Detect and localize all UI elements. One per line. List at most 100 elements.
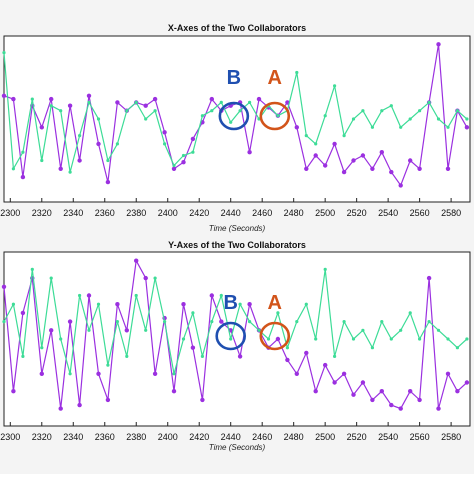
- data-point: [408, 158, 413, 163]
- data-point: [96, 371, 101, 376]
- x-tick-label: 2300: [0, 432, 20, 442]
- data-point: [171, 389, 177, 394]
- x-tick-label: 2340: [63, 432, 83, 442]
- data-point: [465, 117, 469, 121]
- data-point: [389, 169, 394, 175]
- x-tick-label: 2380: [126, 432, 146, 442]
- x-tick-label: 2320: [32, 208, 52, 218]
- data-point: [86, 293, 92, 298]
- data-point: [58, 406, 63, 411]
- data-point: [115, 142, 119, 146]
- data-point: [464, 125, 470, 130]
- data-point: [436, 42, 441, 47]
- data-point: [190, 136, 196, 142]
- data-point: [238, 109, 242, 113]
- data-point: [247, 150, 252, 155]
- x-axis-ticks: 2300 2320 2340 2360 2380 2400 2420 2440 2460 2480…: [0, 422, 461, 442]
- series-layer: [1, 258, 470, 411]
- data-point: [389, 402, 394, 408]
- x-tick-label: 2560: [410, 432, 430, 442]
- data-point: [21, 150, 25, 154]
- data-point: [200, 397, 205, 403]
- data-point: [210, 320, 214, 324]
- data-point: [68, 170, 72, 174]
- chart-x-axes: X-Axes of the Two Collaborators 2300 2320…: [0, 23, 471, 233]
- data-point: [304, 302, 308, 306]
- data-point: [455, 346, 459, 350]
- x-axis-label: Time (Seconds): [209, 224, 266, 233]
- data-point: [295, 320, 299, 324]
- data-point: [30, 267, 34, 271]
- data-point: [78, 293, 82, 298]
- data-point: [115, 100, 120, 105]
- plot-area: [3, 35, 471, 203]
- data-point: [275, 336, 281, 342]
- data-point: [219, 319, 224, 324]
- data-point: [163, 320, 167, 324]
- data-point: [219, 293, 223, 298]
- data-point: [285, 357, 290, 363]
- data-point: [96, 302, 101, 306]
- data-point: [11, 96, 16, 102]
- data-point: [248, 320, 252, 324]
- series-green: [2, 51, 469, 174]
- data-point: [256, 96, 262, 102]
- data-point: [370, 397, 375, 403]
- data-point: [417, 397, 422, 403]
- data-point: [181, 153, 186, 158]
- x-tick-label: 2400: [158, 208, 178, 218]
- data-point: [125, 109, 129, 113]
- data-point: [418, 337, 422, 341]
- data-point: [49, 104, 53, 108]
- data-point: [49, 276, 53, 280]
- data-point: [427, 100, 431, 104]
- x-tick-label: 2420: [189, 432, 209, 442]
- x-tick-label: 2420: [189, 208, 209, 218]
- data-point: [285, 346, 289, 350]
- data-point: [190, 345, 196, 350]
- data-point: [144, 328, 148, 332]
- series-layer: [1, 42, 470, 188]
- data-point: [21, 354, 25, 358]
- data-point: [115, 320, 119, 324]
- x-tick-label: 2560: [410, 208, 430, 218]
- data-point: [332, 141, 337, 147]
- data-point: [360, 153, 366, 158]
- data-point: [304, 134, 308, 138]
- data-point: [134, 258, 139, 263]
- annotation-label: A: [268, 67, 282, 89]
- data-point: [294, 371, 299, 376]
- data-point: [445, 371, 451, 376]
- data-point: [144, 117, 148, 121]
- data-point: [314, 337, 318, 341]
- data-point: [408, 389, 413, 394]
- data-point: [398, 183, 403, 188]
- data-point: [465, 337, 469, 341]
- x-axis-label: Time (Seconds): [209, 443, 266, 452]
- x-tick-label: 2440: [221, 432, 241, 442]
- data-point: [266, 337, 271, 341]
- data-point: [389, 104, 393, 108]
- data-point: [370, 125, 374, 129]
- data-point: [380, 320, 384, 324]
- series-line: [3, 269, 468, 374]
- data-point: [333, 354, 337, 358]
- data-point: [295, 70, 299, 75]
- data-point: [379, 150, 384, 155]
- data-point: [417, 166, 422, 171]
- data-point: [143, 275, 148, 281]
- x-tick-label: 2540: [378, 208, 398, 218]
- data-point: [87, 328, 91, 332]
- data-point: [455, 109, 459, 113]
- data-point: [67, 103, 73, 108]
- data-point: [40, 346, 44, 350]
- data-point: [229, 337, 233, 341]
- data-point: [323, 114, 327, 118]
- x-tick-label: 2460: [252, 432, 272, 442]
- data-point: [67, 319, 73, 324]
- data-point: [153, 109, 157, 113]
- data-point: [125, 354, 129, 358]
- data-point: [361, 328, 365, 332]
